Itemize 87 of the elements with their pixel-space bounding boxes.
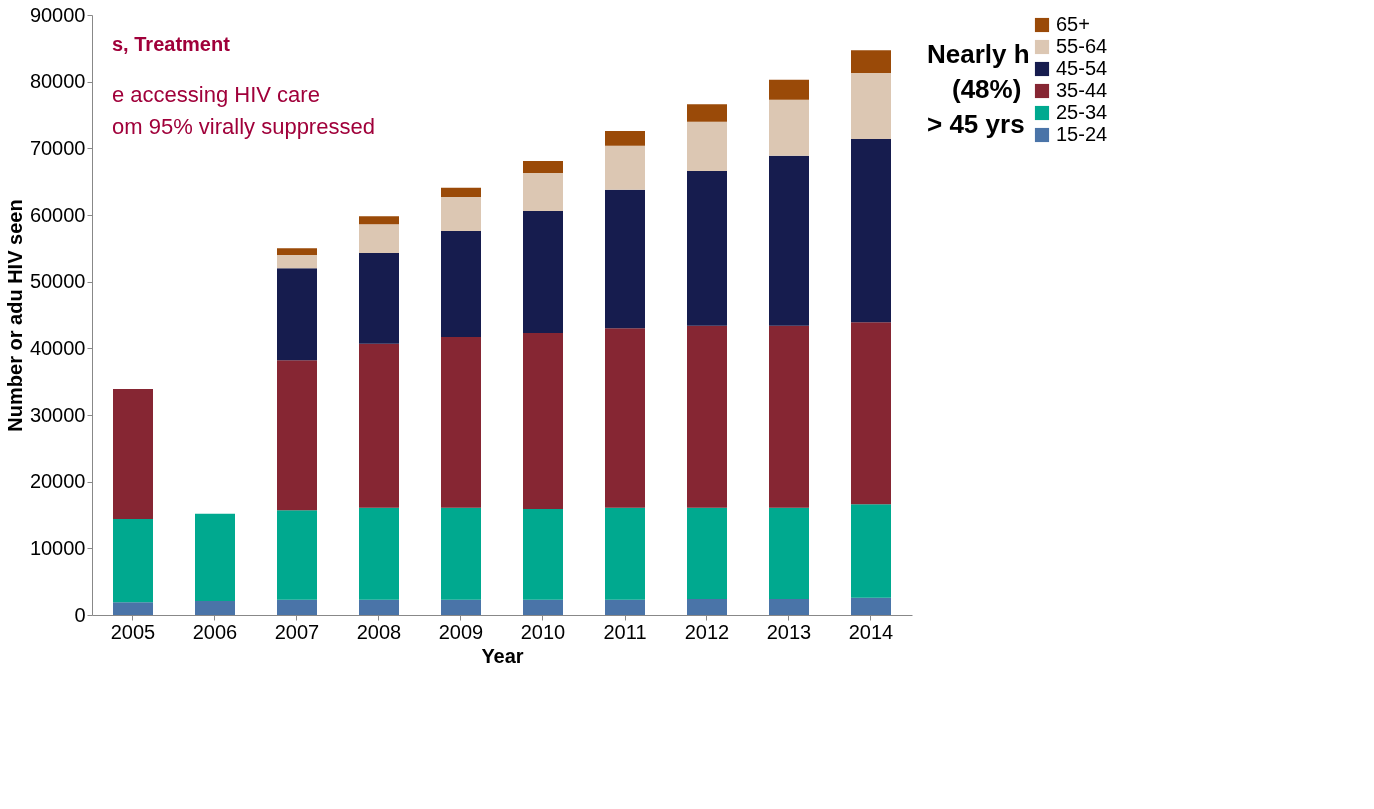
bar (277, 510, 317, 600)
annotation: om 95% virally suppressed (112, 114, 375, 139)
bar (359, 599, 399, 615)
x-tick-label: 2013 (766, 620, 812, 643)
bar (277, 360, 317, 511)
x-tick-label: 2011 (603, 620, 647, 643)
bar (359, 343, 399, 508)
bar (523, 211, 563, 333)
text: Nearly h (927, 39, 1030, 69)
bar (605, 328, 645, 508)
bar (523, 161, 563, 173)
bar (605, 599, 645, 615)
bar (113, 519, 153, 603)
text: > 45 yrs (927, 109, 1025, 139)
bar (605, 145, 645, 190)
legend-label: 55-64 (1056, 35, 1108, 57)
bar (195, 513, 235, 601)
y-tick-label: 0 (74, 603, 86, 626)
bar (605, 507, 645, 600)
bar (687, 599, 727, 615)
bar (687, 171, 727, 326)
bar (769, 599, 809, 615)
bar (523, 173, 563, 211)
bar (851, 504, 891, 598)
y-axis-title: Number or adu HIV seen (3, 199, 26, 432)
bar (359, 216, 399, 225)
bar (523, 333, 563, 509)
bar (851, 139, 891, 323)
bar (687, 507, 727, 599)
legend-label: 35-44 (1056, 79, 1108, 101)
x-axis-title: Year (481, 644, 524, 667)
bar (851, 322, 891, 505)
x-tick-label: 2012 (684, 620, 730, 643)
bar (769, 99, 809, 156)
bar (441, 507, 481, 600)
bar (851, 50, 891, 73)
y-tick-label: 30000 (29, 403, 86, 426)
legend-label: 15-24 (1056, 123, 1108, 145)
y-tick-label: 50000 (29, 270, 86, 293)
legend-label: 65+ (1056, 13, 1090, 35)
bar (113, 389, 153, 519)
bar (769, 79, 809, 100)
bar (441, 599, 481, 615)
x-tick-label: 2008 (356, 620, 402, 643)
y-tick-label: 70000 (29, 136, 86, 159)
bar (277, 268, 317, 361)
y-tick-label: 60000 (29, 203, 86, 226)
bar (113, 602, 153, 615)
y-tick-label: 80000 (29, 70, 86, 93)
bar (523, 599, 563, 615)
legend-label: 45-54 (1056, 57, 1108, 79)
annotation: e accessing HIV care (112, 82, 320, 107)
bar (769, 325, 809, 508)
bar (277, 255, 317, 269)
bar (851, 73, 891, 139)
bar (277, 599, 317, 615)
bar (441, 187, 481, 197)
bar (605, 131, 645, 146)
y-tick-label: 40000 (29, 336, 86, 359)
bar (441, 337, 481, 508)
bar (523, 509, 563, 600)
bar (687, 104, 727, 122)
x-tick-label: 2009 (438, 620, 484, 643)
y-tick-label: 10000 (29, 536, 86, 559)
bar (441, 231, 481, 337)
bar (605, 189, 645, 329)
y-tick-label: 90000 (29, 3, 86, 26)
bar (359, 253, 399, 344)
bar (441, 197, 481, 231)
bar (277, 248, 317, 255)
x-tick-label: 2007 (274, 620, 320, 643)
x-tick-label: 2010 (520, 620, 566, 643)
annotation: s, Treatment (112, 33, 231, 55)
bar (359, 224, 399, 253)
bar (851, 597, 891, 615)
bar (687, 121, 727, 171)
x-tick-label: 2006 (192, 620, 238, 643)
y-tick-label: 20000 (29, 470, 86, 493)
x-tick-label: 2005 (110, 620, 156, 643)
text: (48%) (952, 74, 1022, 104)
bar (195, 601, 235, 615)
bar (687, 325, 727, 508)
bar (769, 507, 809, 599)
bar (359, 507, 399, 600)
legend-label: 25-34 (1056, 101, 1108, 123)
bar (769, 155, 809, 326)
x-tick-label: 2014 (848, 620, 894, 643)
